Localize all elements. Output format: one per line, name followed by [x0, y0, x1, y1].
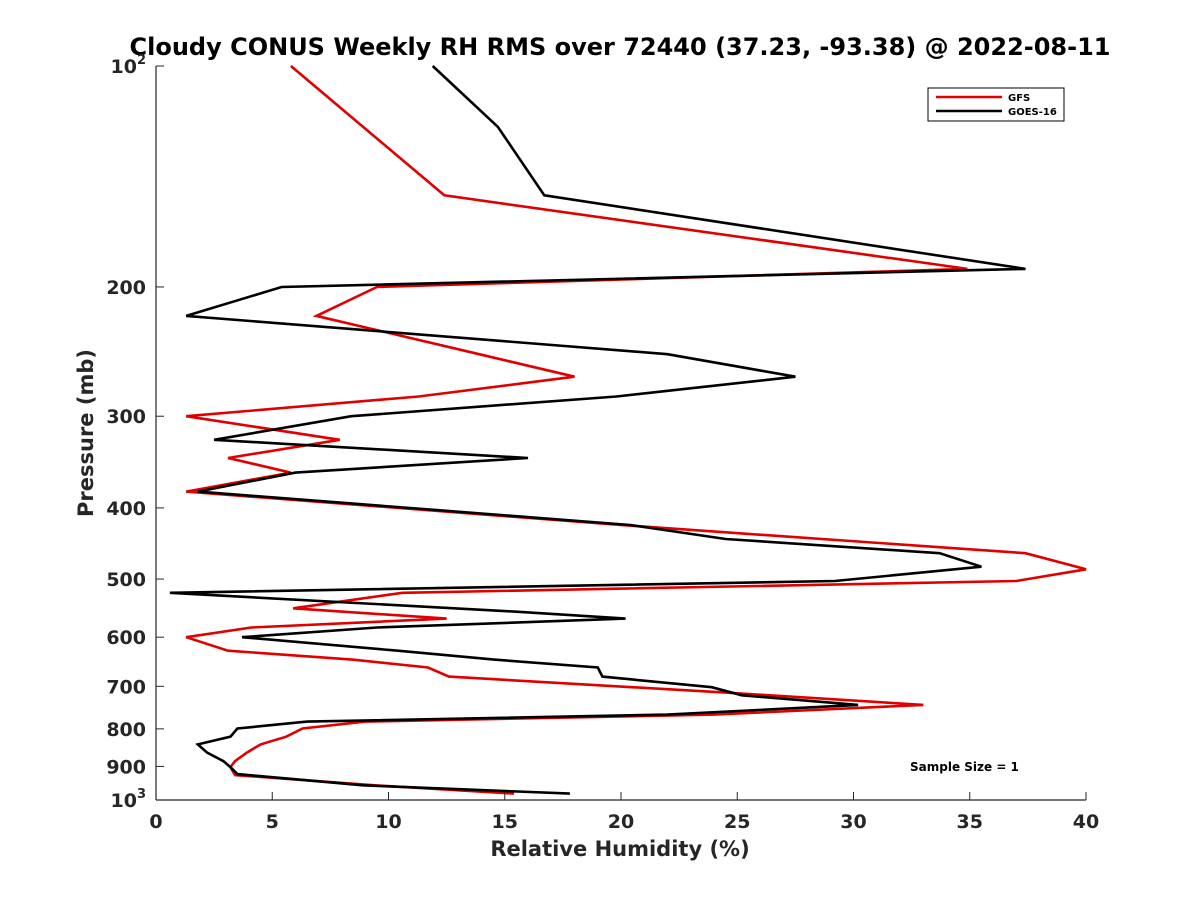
- series-line-goes16: [169, 65, 1026, 795]
- y-tick-label: 300: [106, 406, 146, 428]
- x-axis: 0 5 10 15 20 25 30 35 40: [149, 792, 1099, 833]
- sample-size-annotation: Sample Size = 1: [910, 760, 1019, 774]
- y-axis-label: Pressure (mb): [74, 349, 98, 517]
- x-tick-label: 35: [957, 811, 983, 833]
- x-tick-label: 30: [840, 811, 866, 833]
- legend-label-goes16: GOES-16: [1008, 107, 1057, 118]
- y-tick-label: 103: [111, 787, 147, 812]
- x-tick-label: 10: [375, 811, 401, 833]
- x-tick-label: 25: [724, 811, 750, 833]
- y-tick-label: 900: [106, 756, 146, 778]
- x-tick-label: 15: [492, 811, 518, 833]
- x-axis-label: Relative Humidity (%): [490, 837, 749, 861]
- y-axis: 102 200 300 400 500 600 700 800 900 103: [106, 53, 164, 812]
- series-layer: [169, 65, 1087, 795]
- x-tick-label: 0: [149, 811, 162, 833]
- x-tick-label: 40: [1073, 811, 1099, 833]
- y-tick-label: 102: [111, 53, 147, 78]
- y-tick-label: 800: [106, 719, 146, 741]
- legend-label-gfs: GFS: [1008, 93, 1030, 104]
- x-tick-label: 20: [608, 811, 634, 833]
- legend: GFS GOES-16: [927, 87, 1065, 122]
- chart-title: Cloudy CONUS Weekly RH RMS over 72440 (3…: [130, 33, 1111, 61]
- series-line-gfs: [185, 65, 1087, 795]
- legend-box: [927, 87, 1065, 122]
- y-tick-label: 700: [106, 676, 146, 698]
- y-tick-label: 600: [106, 627, 146, 649]
- y-tick-label: 500: [106, 569, 146, 591]
- y-tick-label: 200: [106, 277, 146, 299]
- y-tick-label: 400: [106, 498, 146, 520]
- x-tick-label: 5: [266, 811, 279, 833]
